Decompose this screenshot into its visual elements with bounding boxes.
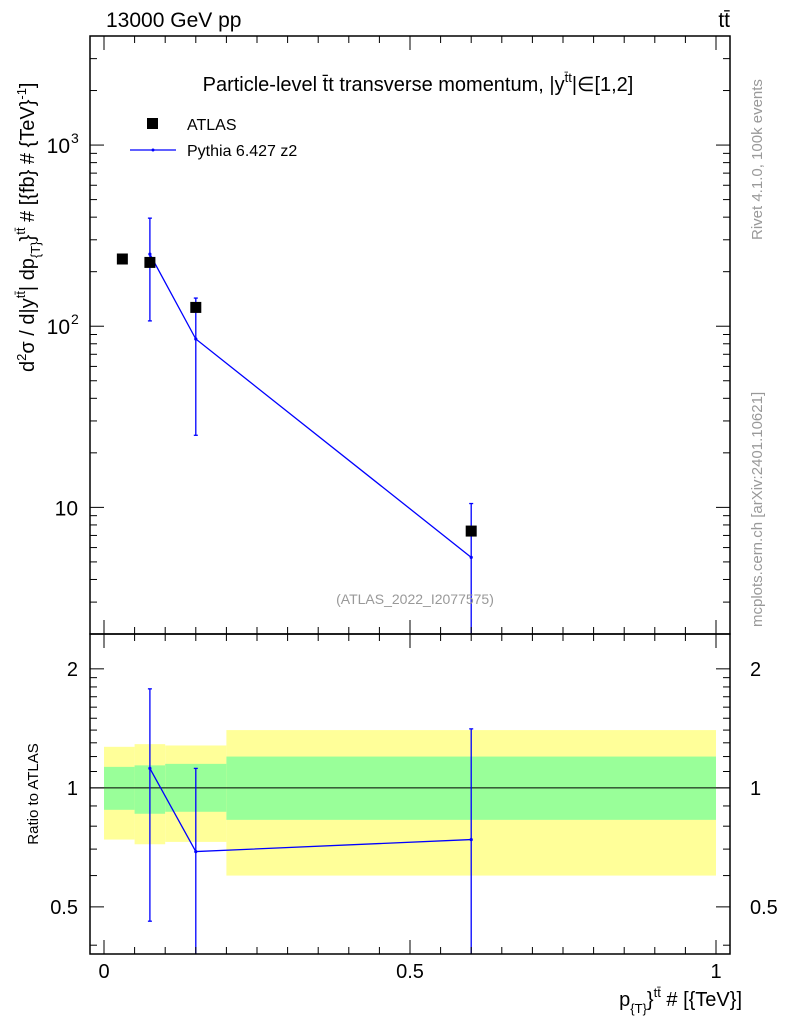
ratio-mc-point [194,849,198,854]
x-axis-label: p{T}}tt̄ # [{TeV}] [619,985,742,1016]
x-tick-label: 1 [710,961,721,983]
atlas-data-point [190,301,202,313]
mc-point [194,337,198,341]
ratio-panel: 0.5 0.5 1 1 2 2 0 0.5 1 Ratio to ATLAS p{T}}tt̄… [25,633,778,1016]
main-frame [89,35,731,635]
rivet-version-label: Rivet 4.1.0, 100k events [749,79,766,240]
xlabel-part-tt: tt̄ [654,985,662,1000]
ylabel-part-units: # [{fb} # {TeV} [17,99,39,227]
main-y-tick-label: 10 [47,135,70,158]
ratio-y-tick-label-right: 2 [750,659,761,681]
plot-title-tail: |∈[1,2] [572,74,634,96]
atlas-data-point [116,253,128,265]
plot-title-superscript: t̄t [564,70,572,85]
xlabel-part-T: {T} [630,1001,647,1016]
legend-atlas-label: ATLAS [187,117,237,134]
ratio-y-tick-label-right: 1 [750,778,761,800]
main-y-tick-label: 10 [47,316,70,339]
main-y-tick-exponent: 3 [71,130,79,146]
ylabel-part-d: d [17,361,39,372]
ylabel-part-tt1: tt̄ [13,291,28,299]
xlabel-part-units: # [{TeV}] [661,989,742,1011]
x-tick-label: 0 [98,961,109,983]
xlabel-part-p: p [619,989,630,1011]
legend-atlas-marker [147,118,158,129]
xlabel-part-brace: } [647,989,654,1011]
ratio-y-axis-label: Ratio to ATLAS [25,743,42,844]
x-tick-label: 0.5 [396,961,424,983]
ylabel-part-close: ] [17,83,39,89]
mc-point [148,252,152,256]
ylabel-part-T: {T} [28,241,43,258]
mcplots-label: mcplots.cern.ch [arXiv:2401.10621] [749,392,766,627]
ylabel-part-dp: | dp [17,258,39,291]
ratio-y-tick-label: 0.5 [50,897,78,919]
ratio-y-tick-label-right: 0.5 [750,897,778,919]
header-energy-label: 13000 GeV pp [106,9,241,32]
ratio-mc-point [148,766,152,771]
legend: ATLAS Pythia 6.427 z2 [130,117,297,160]
atlas-data-point [465,525,477,537]
ratio-y-tick-label: 1 [67,778,78,800]
ylabel-part-tt2: tt̄ [13,227,28,235]
ylabel-part-brace: } [17,234,39,241]
main-y-tick-exponent: 2 [71,311,79,327]
ratio-y-tick-label: 2 [67,659,78,681]
mc-line [149,253,472,558]
ylabel-part-exp: -1 [14,88,29,100]
atlas-data-point [144,256,156,268]
ylabel-part-sigma: σ / d|y [17,298,39,353]
ylabel-part-2: 2 [14,354,29,361]
plot-title-main: Particle-level t̄t transverse momentum, … [203,74,565,96]
legend-pythia-marker [151,148,155,152]
mc-point [469,555,473,559]
main-y-axis-label: d2σ / d|ytt̄| dp{T}}tt̄ # [{fb} # {TeV}-… [13,83,43,373]
main-y-tick-label: 10 [55,497,78,520]
ratio-mc-point [469,837,473,842]
plot-title: Particle-level t̄t transverse momentum, … [203,70,634,96]
analysis-watermark: (ATLAS_2022_I2077575) [336,591,494,607]
legend-pythia-label: Pythia 6.427 z2 [187,143,297,160]
header-process-label: tt̄ [718,9,730,32]
